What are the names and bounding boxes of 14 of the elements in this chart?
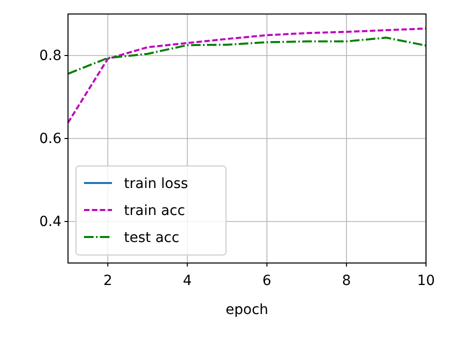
x-tick-label: 6: [262, 272, 272, 289]
x-tick-label: 2: [103, 272, 112, 289]
y-tick-label: 0.6: [39, 130, 62, 147]
legend-label: test acc: [124, 230, 180, 246]
line-series: [67, 28, 427, 124]
legend-label: train acc: [124, 203, 186, 219]
x-tick-label: 4: [182, 272, 192, 289]
y-tick-label: 0.8: [39, 48, 62, 64]
line-series: [67, 36, 427, 75]
x-tick-label: 10: [417, 272, 435, 289]
x-axis-title: epoch: [226, 302, 268, 318]
x-tick-label: 8: [342, 272, 351, 289]
y-tick-label: 0.4: [39, 214, 62, 230]
legend-label: train loss: [124, 176, 188, 192]
